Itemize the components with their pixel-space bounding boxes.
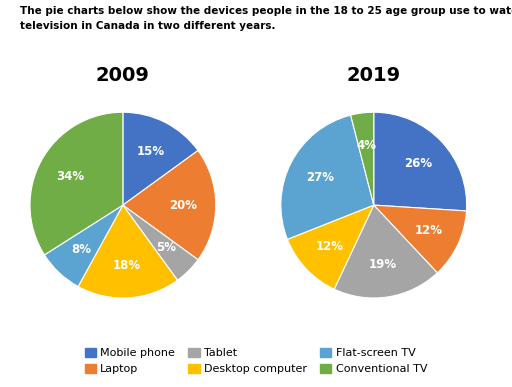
Text: 15%: 15% [136, 145, 164, 158]
Text: 8%: 8% [72, 243, 92, 256]
Text: television in Canada in two different years.: television in Canada in two different ye… [20, 21, 276, 31]
Wedge shape [281, 115, 374, 239]
Wedge shape [351, 112, 374, 205]
Text: 12%: 12% [316, 240, 344, 253]
Text: 26%: 26% [403, 157, 432, 170]
Wedge shape [123, 112, 198, 205]
Wedge shape [30, 112, 123, 255]
Legend: Mobile phone, Laptop, Tablet, Desktop computer, Flat-screen TV, Conventional TV: Mobile phone, Laptop, Tablet, Desktop co… [81, 345, 431, 378]
Text: 20%: 20% [169, 199, 197, 212]
Text: 5%: 5% [156, 241, 176, 254]
Wedge shape [123, 205, 198, 280]
Title: 2019: 2019 [347, 66, 401, 85]
Text: 27%: 27% [306, 171, 334, 184]
Text: 18%: 18% [113, 259, 141, 272]
Wedge shape [374, 205, 466, 273]
Text: 12%: 12% [414, 224, 442, 237]
Text: The pie charts below show the devices people in the 18 to 25 age group use to wa: The pie charts below show the devices pe… [20, 6, 512, 16]
Wedge shape [374, 112, 466, 211]
Wedge shape [45, 205, 123, 286]
Text: 34%: 34% [56, 170, 84, 183]
Title: 2009: 2009 [96, 66, 150, 85]
Text: 4%: 4% [356, 139, 376, 152]
Wedge shape [78, 205, 178, 298]
Wedge shape [334, 205, 437, 298]
Wedge shape [287, 205, 374, 289]
Text: 19%: 19% [369, 258, 397, 271]
Wedge shape [123, 151, 216, 260]
